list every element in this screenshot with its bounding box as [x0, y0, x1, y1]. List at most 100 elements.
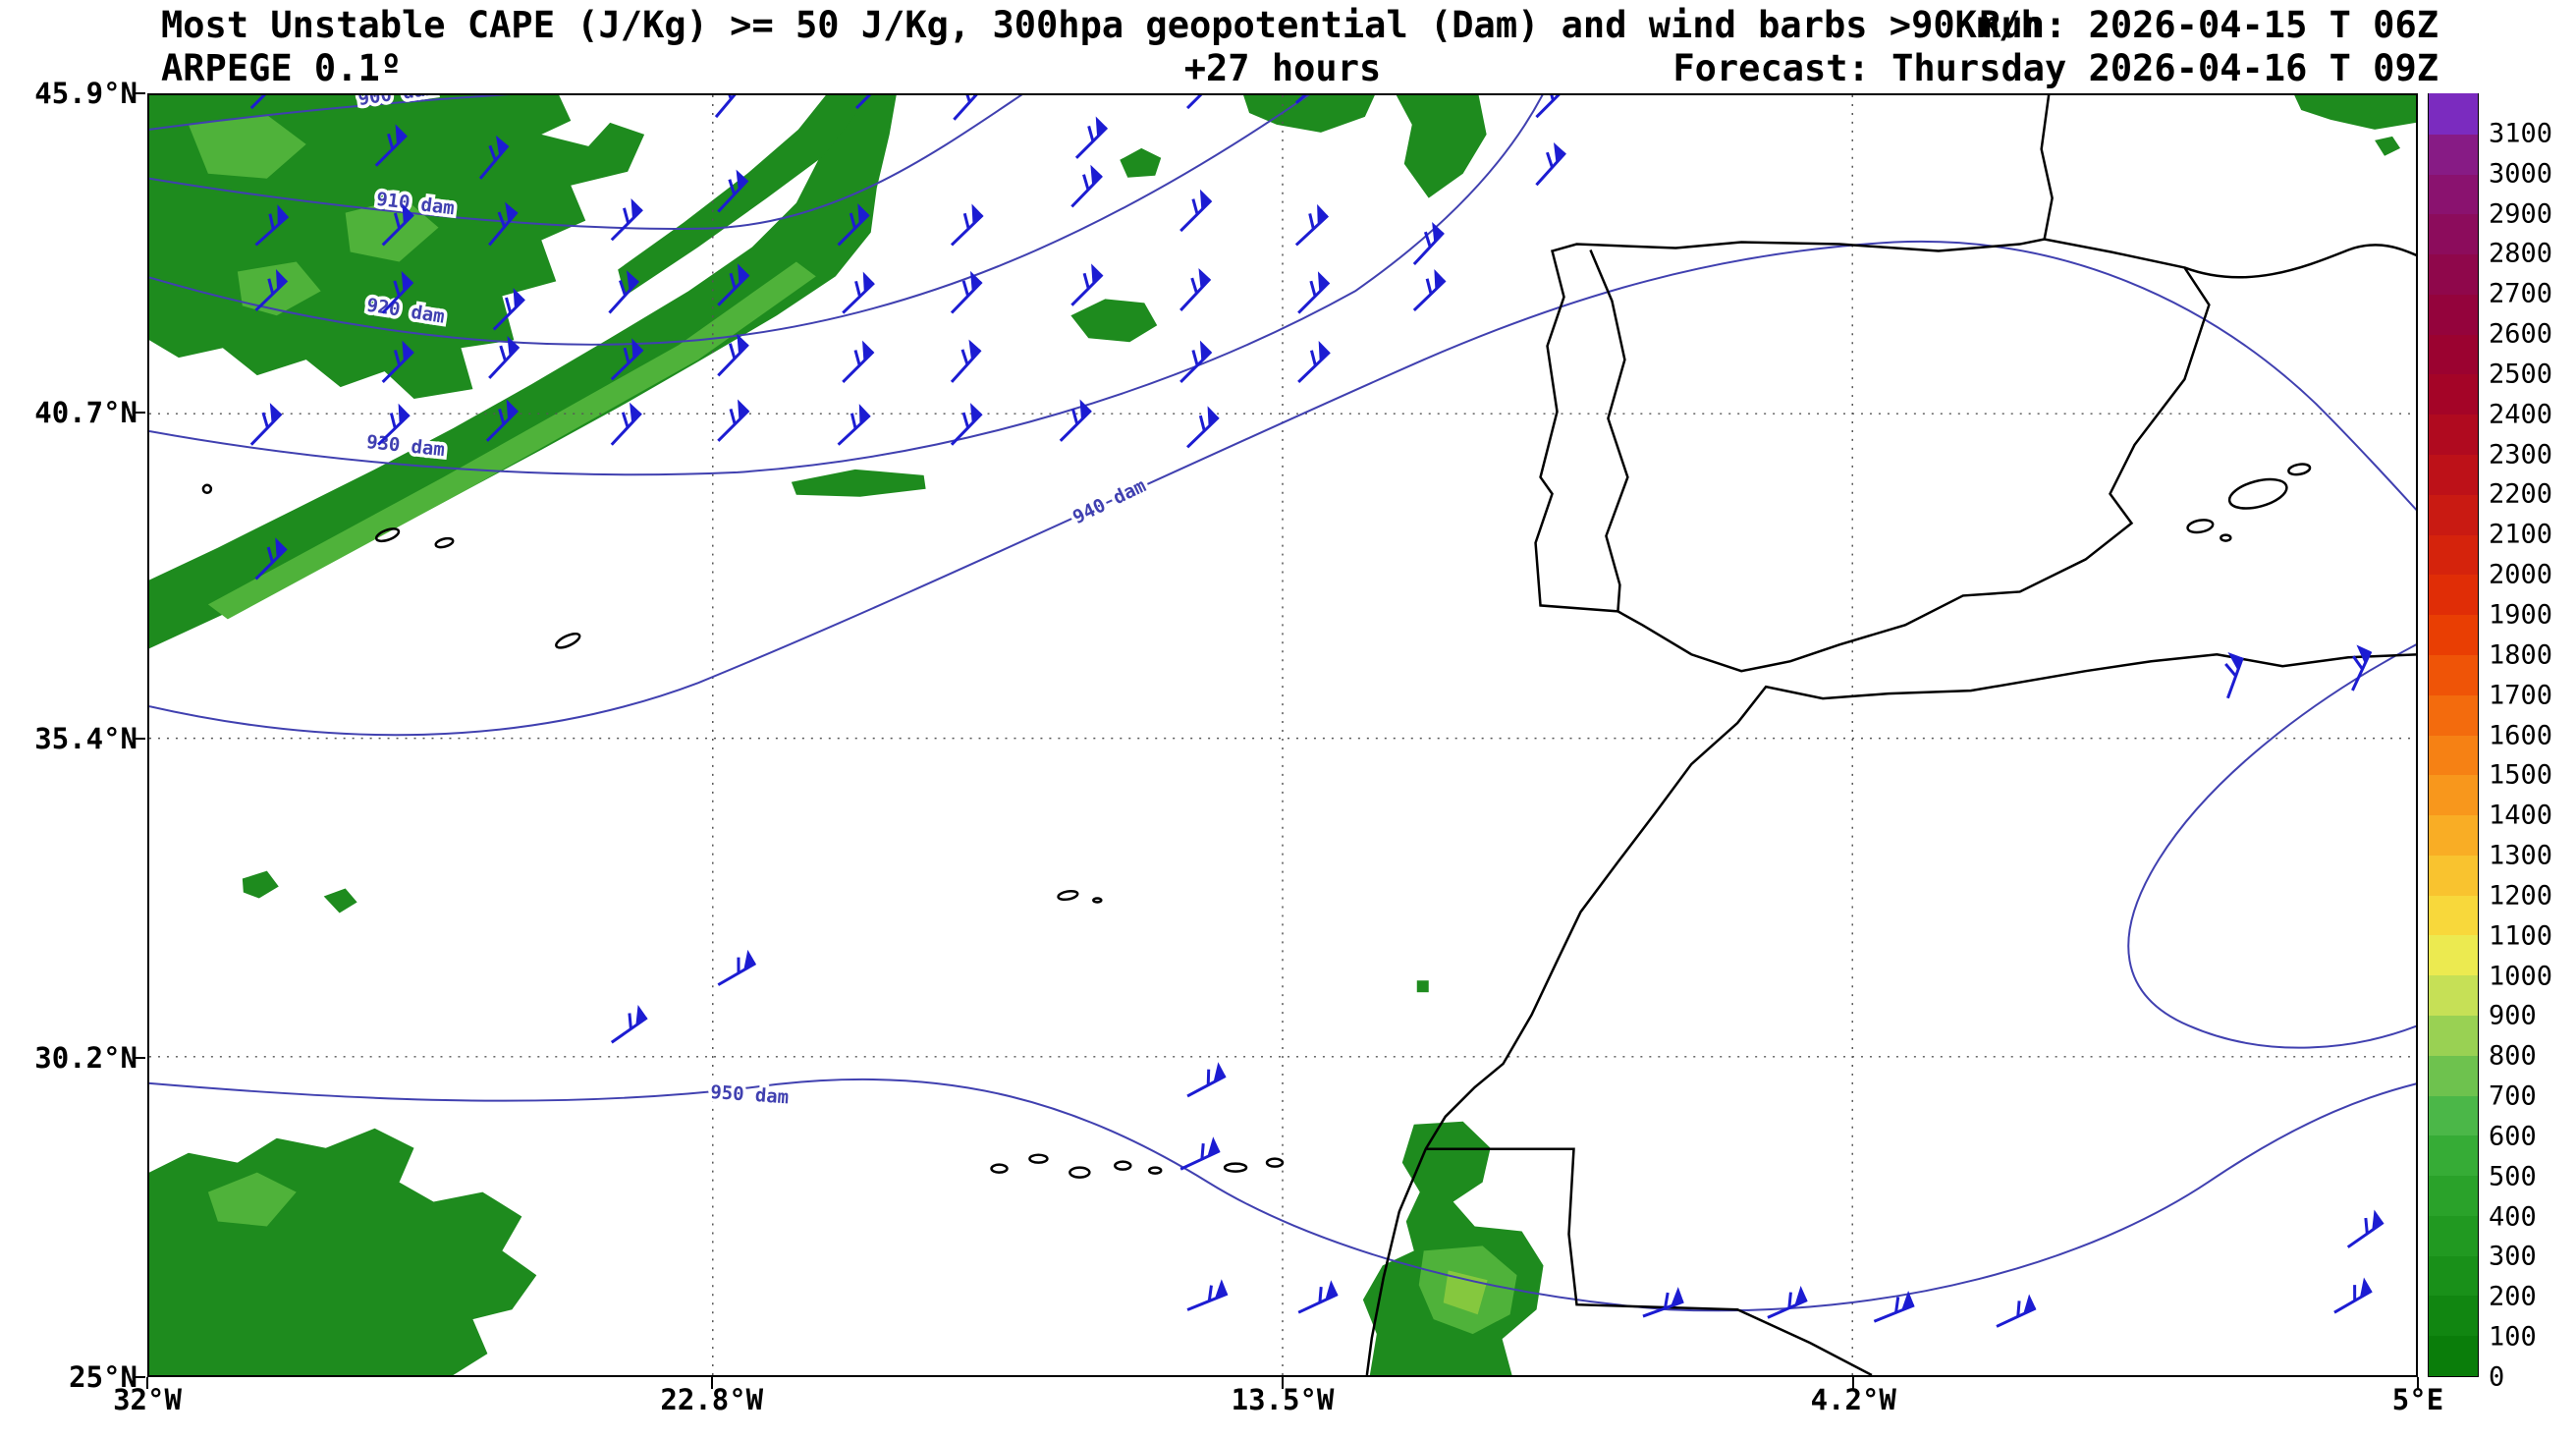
colorbar-segment	[2429, 734, 2478, 776]
wind-barb	[254, 204, 290, 247]
wind-barb	[1767, 1285, 1808, 1319]
colorbar-tick-label: 800	[2489, 1040, 2537, 1072]
wind-barb	[485, 399, 520, 442]
x-axis-tick	[710, 1377, 713, 1389]
wind-barb	[1873, 1291, 1915, 1323]
y-axis-tick-label: 25°N	[69, 1360, 137, 1394]
geopotential-contours	[149, 95, 2416, 1312]
wind-barb	[1412, 222, 1445, 265]
wind-barb	[1179, 340, 1213, 383]
wind-barb	[1294, 203, 1330, 247]
wind-barb	[1179, 1136, 1221, 1171]
wind-barb	[1059, 399, 1092, 442]
wind-barb	[249, 95, 283, 110]
colorbar	[2428, 93, 2479, 1377]
wind-barb	[717, 949, 757, 986]
wind-barb	[249, 403, 283, 446]
wind-barb	[1294, 95, 1330, 104]
colorbar-segment	[2429, 294, 2478, 335]
colorbar-segment	[2429, 694, 2478, 736]
colorbar-labels: 0 100 200 300 400 500 600 700 800 900 1000 1100 1200…	[2489, 93, 2575, 1392]
wind-barb	[377, 403, 411, 446]
wind-barb	[717, 399, 750, 442]
colorbar-segment	[2429, 1015, 2478, 1056]
wind-barb	[842, 271, 875, 314]
contour-label: 950 dam	[710, 1081, 790, 1108]
colorbar-segment	[2429, 173, 2478, 215]
contour-label: 930 dam	[365, 431, 446, 461]
colorbar-tick-label: 2100	[2489, 519, 2553, 550]
model-label: ARPEGE 0.1º	[161, 47, 403, 89]
wind-barb	[1297, 1280, 1339, 1314]
wind-barb	[381, 203, 414, 247]
y-axis-tick	[134, 1056, 145, 1059]
colorbar-segment	[2429, 974, 2478, 1016]
wind-barb	[1535, 95, 1568, 119]
wind-barb	[488, 201, 519, 247]
colorbar-segment	[2429, 414, 2478, 456]
colorbar-tick-label: 300	[2489, 1241, 2537, 1272]
colorbar-tick-label: 900	[2489, 1000, 2537, 1031]
colorbar-segment	[2429, 1215, 2478, 1256]
colorbar-segment	[2429, 814, 2478, 856]
colorbar-tick-label: 1100	[2489, 920, 2553, 952]
colorbar-tick-label: 2600	[2489, 318, 2553, 350]
wind-barb	[610, 1005, 648, 1044]
wind-barb	[950, 270, 983, 314]
wind-barbs	[249, 95, 2384, 1328]
y-axis-tick-label: 35.4°N	[34, 721, 137, 755]
forecast-label: Forecast: Thursday 2026-04-16 T 09Z	[1672, 47, 2439, 89]
colorbar-tick-label: 2000	[2489, 559, 2553, 590]
colorbar-tick-label: 1000	[2489, 961, 2553, 992]
wind-barb	[610, 338, 644, 381]
wind-barb	[1179, 267, 1212, 311]
page-title: Most Unstable CAPE (J/Kg) >= 50 J/Kg, 30…	[161, 4, 2043, 46]
wind-barb	[488, 335, 521, 379]
wind-barb	[492, 288, 525, 331]
colorbar-tick-label: 1300	[2489, 840, 2553, 871]
y-axis-tick	[134, 737, 145, 740]
wind-barb	[2224, 652, 2244, 699]
wind-barb	[837, 203, 870, 247]
colorbar-tick-label: 200	[2489, 1281, 2537, 1312]
wind-barb	[381, 340, 414, 383]
wind-barb	[717, 263, 750, 306]
colorbar-tick-label: 1200	[2489, 880, 2553, 912]
wind-barb	[1412, 268, 1447, 312]
wind-barb	[254, 537, 288, 581]
colorbar-tick-label: 600	[2489, 1121, 2537, 1152]
wind-barb	[950, 203, 984, 247]
colorbar-tick-label: 2800	[2489, 238, 2553, 269]
colorbar-tick-label: 1900	[2489, 599, 2553, 631]
y-axis-tick-label: 40.7°N	[34, 396, 137, 430]
colorbar-tick-label: 500	[2489, 1161, 2537, 1192]
wind-barb	[1070, 263, 1104, 306]
run-label: Run: 2026-04-15 T 06Z	[1979, 4, 2439, 46]
colorbar-segment	[2429, 614, 2478, 655]
wind-barb	[717, 169, 749, 213]
wind-barb	[610, 197, 643, 242]
x-axis-tick	[1852, 1377, 1855, 1389]
colorbar-tick-label: 700	[2489, 1080, 2537, 1112]
colorbar-segment	[2429, 1135, 2478, 1177]
colorbar-segment	[2429, 1055, 2478, 1096]
wind-barb	[2333, 1277, 2373, 1314]
colorbar-tick-label: 2500	[2489, 359, 2553, 390]
colorbar-segment	[2429, 654, 2478, 695]
colorbar-segment	[2429, 533, 2478, 576]
wind-barb	[950, 403, 983, 446]
colorbar-tick-label: 3100	[2489, 118, 2553, 149]
colorbar-tick-label: 1700	[2489, 680, 2553, 711]
colorbar-tick-label: 400	[2489, 1201, 2537, 1233]
coastlines	[201, 95, 2416, 1375]
x-axis-tick	[1282, 1377, 1284, 1389]
y-axis-tick	[134, 412, 145, 415]
wind-barb	[608, 270, 639, 314]
lead-label: +27 hours	[1183, 47, 1382, 89]
colorbar-tick-label: 100	[2489, 1321, 2537, 1353]
wind-barb	[1186, 406, 1220, 449]
wind-barb	[254, 268, 289, 312]
colorbar-segment	[2429, 454, 2478, 495]
colorbar-tick-label: 1600	[2489, 720, 2553, 750]
